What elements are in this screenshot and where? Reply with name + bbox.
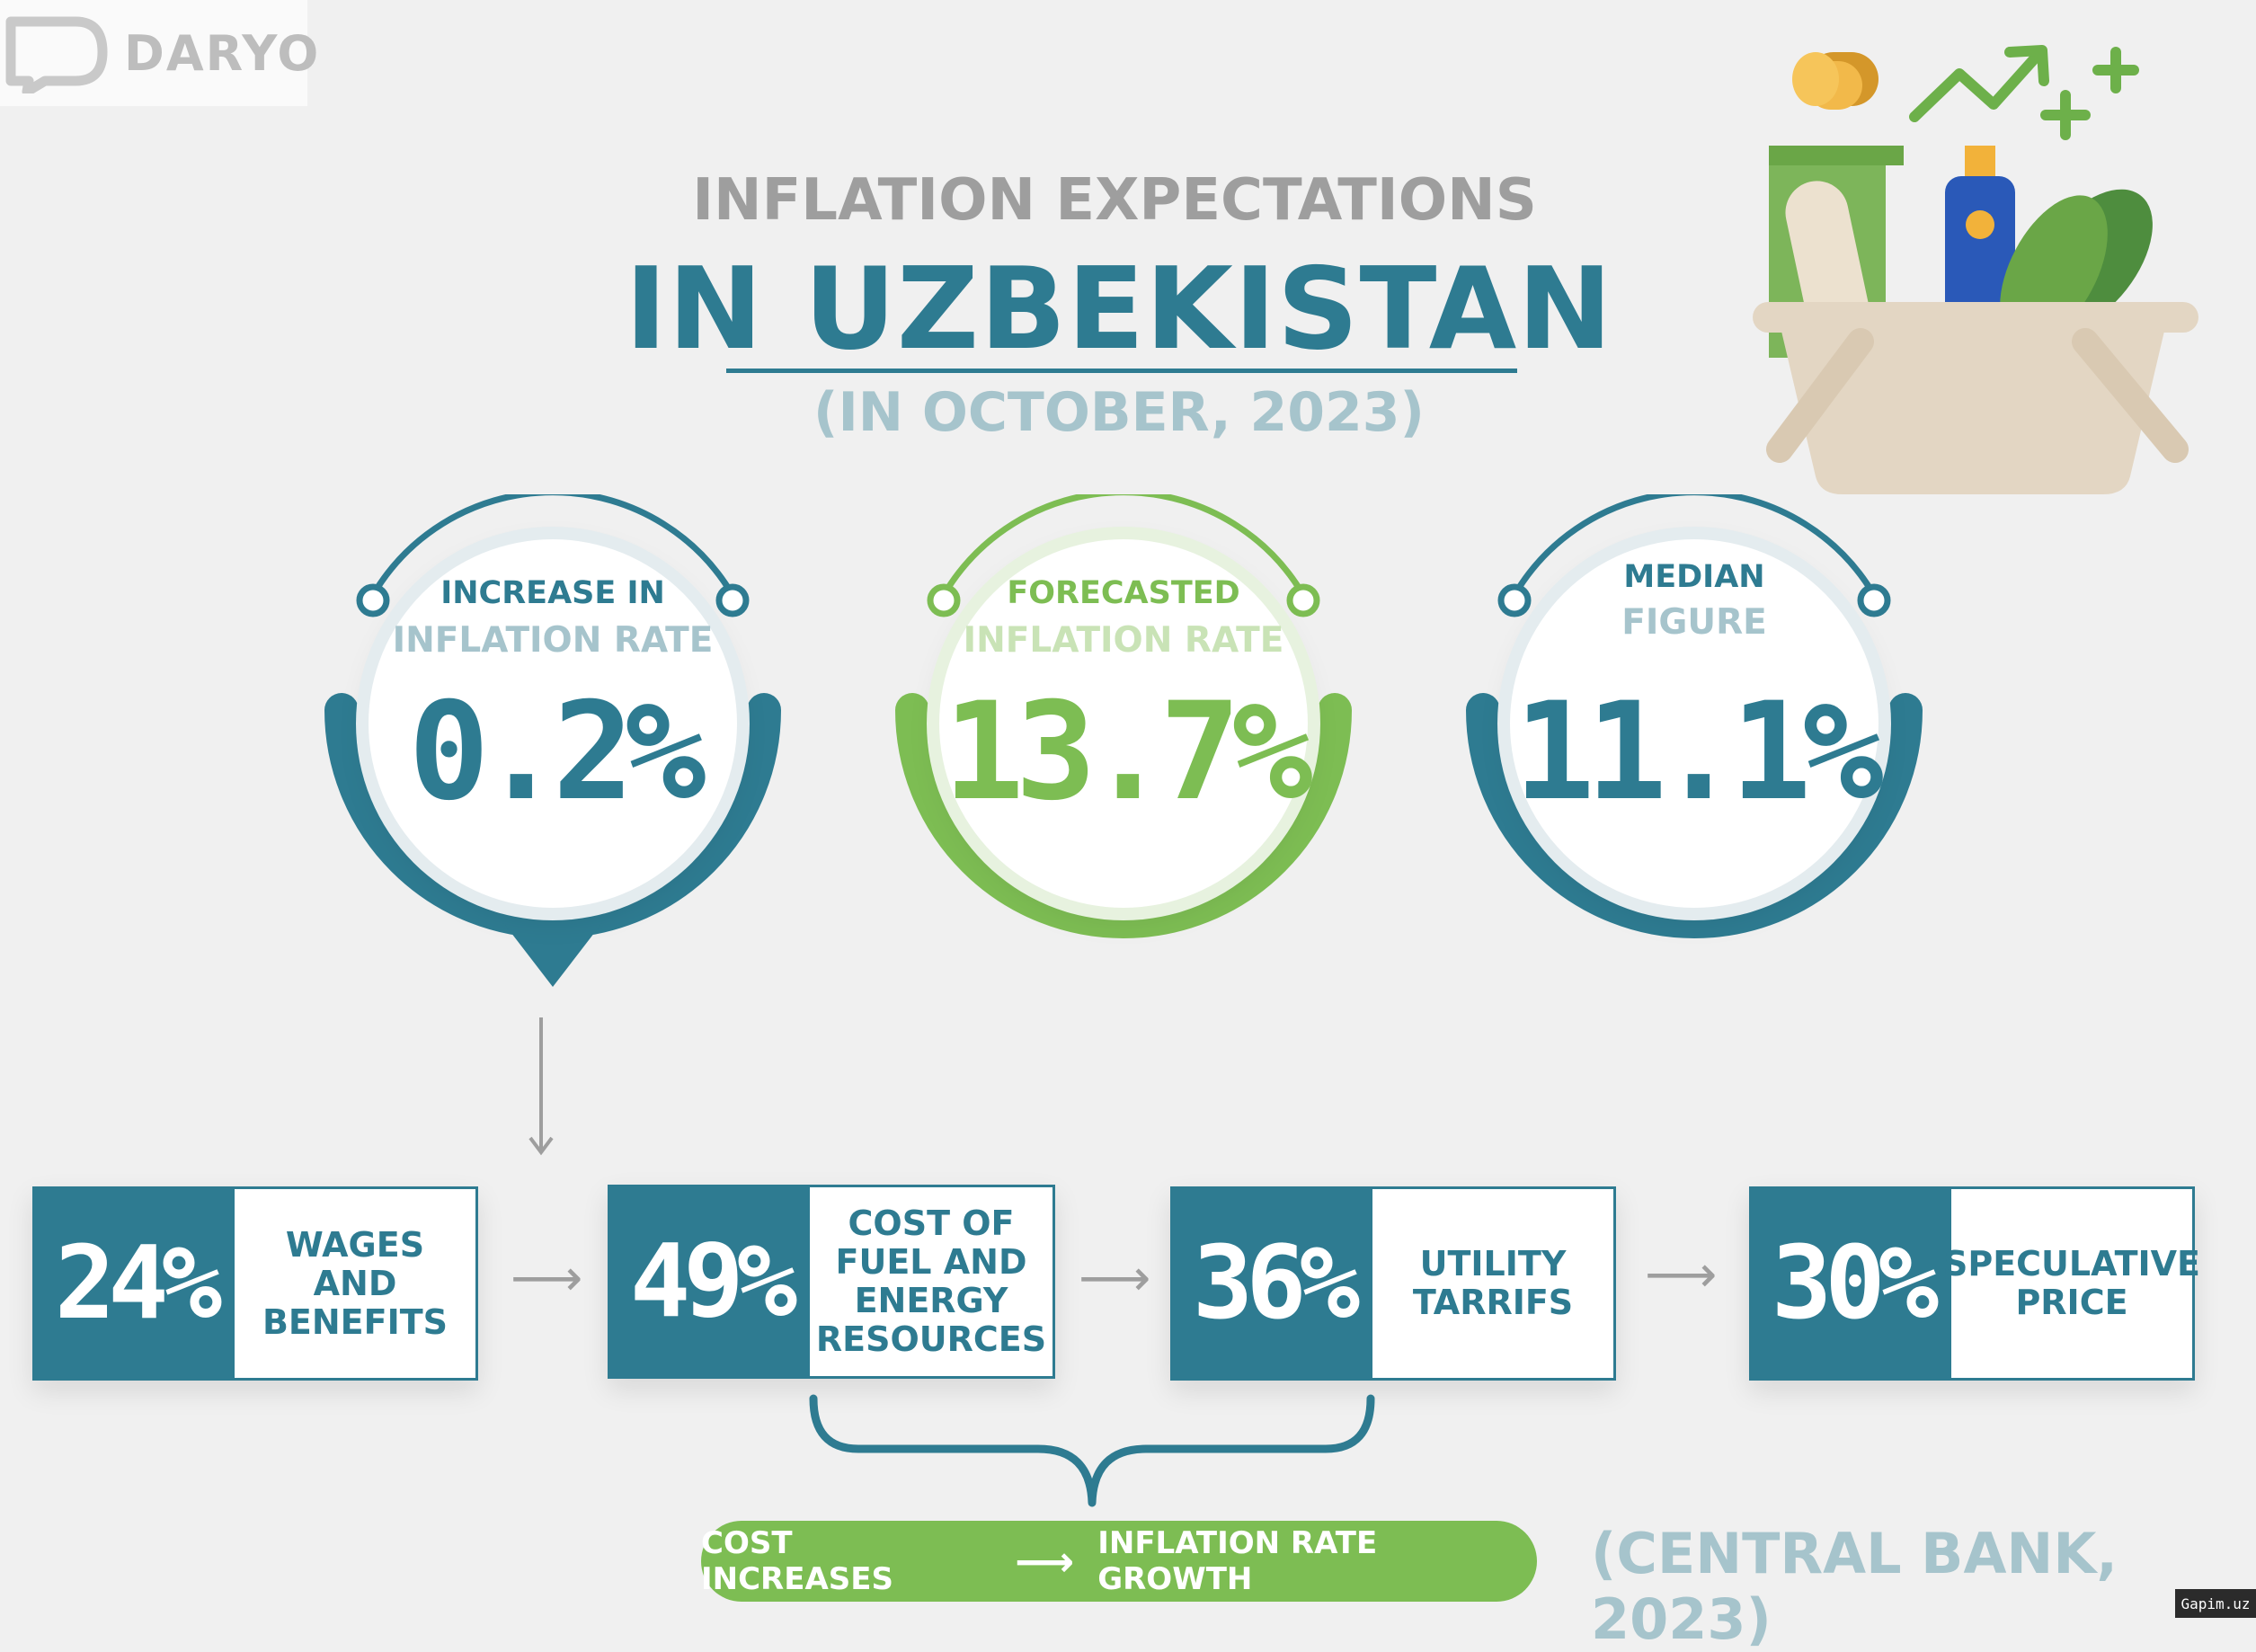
shopping-basket-icon bbox=[1753, 45, 2198, 494]
stat-label-top: FORECASTED bbox=[1007, 575, 1240, 611]
down-arrow-icon bbox=[528, 1017, 554, 1156]
factor-box-speculative: 30% SPECULATIVE PRICE bbox=[1749, 1186, 2201, 1381]
conclusion-right: INFLATION RATE GROWTH bbox=[1097, 1525, 1378, 1597]
conclusion-left: COST INCREASES bbox=[701, 1525, 893, 1597]
stat-label-top: INCREASE IN bbox=[440, 575, 665, 611]
stat-circle bbox=[939, 539, 1308, 908]
stat-circle bbox=[369, 539, 737, 908]
right-arrow-icon: ⟶ bbox=[1645, 1246, 1718, 1304]
watermark: Gapim.uz bbox=[2175, 1589, 2256, 1618]
logo-text: DARYO bbox=[124, 25, 321, 82]
factor-percent: 24% bbox=[35, 1189, 235, 1378]
stat-value: 11.1% bbox=[1514, 674, 1884, 830]
gauge-ring bbox=[895, 494, 1352, 938]
trend-up-arrow-icon bbox=[1909, 45, 2049, 122]
stat-value: 0.2% bbox=[408, 674, 706, 830]
stat-circle bbox=[1510, 539, 1879, 908]
logo: DARYO bbox=[0, 0, 318, 106]
factor-box-utility: 36% UTILITY TARRIFS bbox=[1170, 1186, 1616, 1381]
factor-label: UTILITY TARRIFS bbox=[1412, 1244, 1574, 1322]
stat-label-bottom: INFLATION RATE bbox=[392, 620, 714, 661]
title-date: (IN OCTOBER, 2023) bbox=[813, 381, 1425, 444]
factor-percent: 36% bbox=[1173, 1189, 1372, 1378]
coins-icon bbox=[1792, 52, 1879, 110]
stat-label-bottom: INFLATION RATE bbox=[963, 620, 1284, 661]
right-arrow-icon: ⟶ bbox=[1079, 1249, 1151, 1308]
factor-label: WAGES AND BENEFITS bbox=[262, 1224, 449, 1342]
conclusion-arrow: ⟶ bbox=[1015, 1537, 1075, 1585]
title-underline bbox=[726, 369, 1517, 373]
title-line-1: INFLATION EXPECTATIONS bbox=[692, 167, 1537, 234]
stat-value: 13.7% bbox=[943, 674, 1313, 830]
right-arrow-icon: ⟶ bbox=[511, 1249, 583, 1308]
gauge-ring bbox=[324, 494, 781, 987]
factor-box-fuel: 49% COST OF FUEL AND ENERGY RESOURCES bbox=[608, 1185, 1055, 1379]
factor-percent: 30% bbox=[1752, 1189, 1951, 1378]
plus-icon bbox=[2040, 47, 2139, 140]
factor-label: COST OF FUEL AND ENERGY RESOURCES bbox=[815, 1203, 1047, 1359]
page-title: IN UZBEKISTAN bbox=[625, 243, 1613, 375]
stat-label-top: MEDIAN bbox=[1623, 559, 1765, 595]
stat-label-bottom: FIGURE bbox=[1621, 602, 1767, 643]
gauge-ring bbox=[1466, 494, 1923, 938]
factor-percent: 49% bbox=[610, 1187, 810, 1376]
conclusion-pill: COST INCREASES ⟶ INFLATION RATE GROWTH bbox=[701, 1521, 1537, 1602]
curly-brace bbox=[809, 1394, 1375, 1507]
factor-label: SPECULATIVE PRICE bbox=[1942, 1244, 2201, 1322]
chat-bubble-icon bbox=[5, 16, 108, 93]
factor-box-wages: 24% WAGES AND BENEFITS bbox=[32, 1186, 478, 1381]
source-citation: (CENTRAL BANK, 2023) bbox=[1591, 1521, 2118, 1652]
